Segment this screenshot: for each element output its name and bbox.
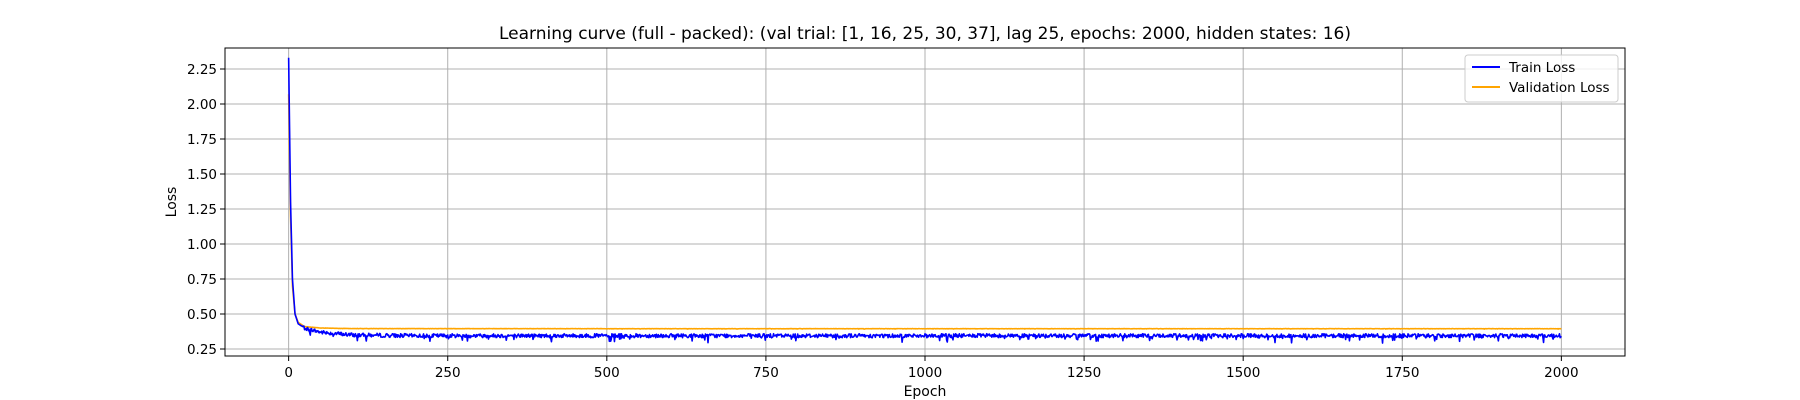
y-tick-label: 0.75 xyxy=(187,272,217,288)
x-tick-label: 750 xyxy=(753,365,779,381)
legend: Train Loss Validation Loss xyxy=(1464,54,1619,103)
legend-label-train-loss: Train Loss xyxy=(1508,60,1575,76)
y-tick-label: 0.50 xyxy=(187,307,217,323)
y-tick-label: 1.00 xyxy=(187,237,217,253)
y-tick-label: 1.50 xyxy=(187,167,217,183)
grid xyxy=(225,48,1625,356)
x-tick-label: 1750 xyxy=(1385,365,1419,381)
x-tick-label: 1500 xyxy=(1226,365,1260,381)
series-layer xyxy=(287,57,1562,344)
chart-title: Learning curve (full - packed): (val tri… xyxy=(499,24,1351,44)
x-axis: 0 250 500 750 1000 1250 1500 1750 2000 xyxy=(284,356,1579,381)
series-line-train-loss xyxy=(287,57,1562,344)
legend-box xyxy=(1464,54,1619,103)
x-tick-label: 1250 xyxy=(1067,365,1101,381)
series-line-validation-loss xyxy=(287,94,1562,330)
x-tick-label: 500 xyxy=(594,365,620,381)
y-tick-label: 1.25 xyxy=(187,202,217,218)
x-tick-label: 1000 xyxy=(908,365,942,381)
x-tick-label: 2000 xyxy=(1544,365,1578,381)
y-tick-label: 0.25 xyxy=(187,342,217,358)
y-tick-label: 1.75 xyxy=(187,132,217,148)
y-tick-label: 2.00 xyxy=(187,97,217,113)
x-tick-label: 0 xyxy=(284,365,293,381)
x-tick-label: 250 xyxy=(435,365,461,381)
legend-label-validation-loss: Validation Loss xyxy=(1509,80,1610,96)
x-axis-label: Epoch xyxy=(904,384,947,400)
y-axis-label: Loss xyxy=(164,187,180,218)
y-axis: 0.25 0.50 0.75 1.00 1.25 1.50 1.75 2.00 2.25 xyxy=(187,62,225,358)
y-tick-label: 2.25 xyxy=(187,62,217,78)
